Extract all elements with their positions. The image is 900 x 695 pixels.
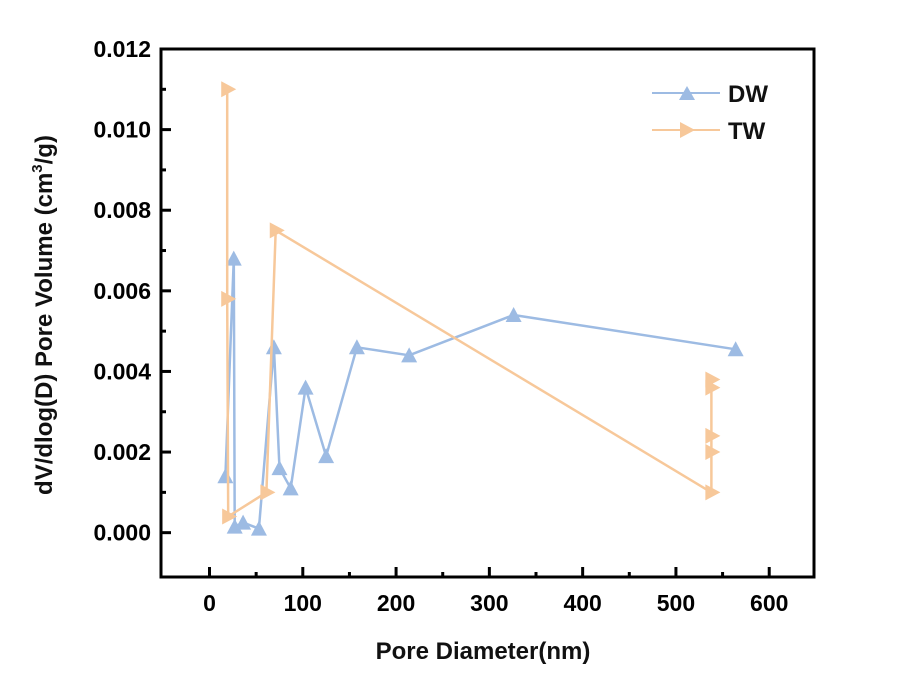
legend: DW TW <box>652 81 768 145</box>
y-axis-title-main: dV/dlog(D) Pore Volume (cm <box>31 173 58 495</box>
series-line-tw <box>225 89 713 518</box>
data-point-dw <box>225 250 242 266</box>
x-tick-label: 600 <box>750 590 788 616</box>
data-point-tw <box>269 222 285 239</box>
data-point-dw <box>235 514 252 530</box>
data-point-dw <box>401 347 418 363</box>
data-point-dw <box>282 480 299 496</box>
legend-marker-tw <box>680 122 695 138</box>
x-tick-label: 300 <box>470 590 508 616</box>
y-axis-title-sup: 3 <box>29 164 46 172</box>
data-point-tw <box>221 290 237 307</box>
y-tick-label: 0.012 <box>93 36 151 62</box>
data-point-tw <box>221 81 237 98</box>
data-point-dw <box>348 339 365 355</box>
data-point-dw <box>226 518 243 534</box>
data-point-dw <box>250 520 267 536</box>
data-point-tw <box>260 484 276 501</box>
data-point-tw <box>705 427 721 444</box>
x-tick-label: 100 <box>284 590 322 616</box>
x-tick-label: 500 <box>657 590 695 616</box>
data-point-dw <box>727 341 744 357</box>
data-point-tw <box>222 508 238 525</box>
data-point-tw <box>705 371 721 388</box>
x-tick-label: 400 <box>563 590 601 616</box>
y-tick-label: 0.008 <box>93 197 151 223</box>
data-point-dw <box>318 448 335 464</box>
legend-label-dw: DW <box>728 81 768 108</box>
y-tick-label: 0.010 <box>93 117 151 143</box>
data-point-dw <box>505 307 522 323</box>
y-tick-label: 0.006 <box>93 278 151 304</box>
data-point-dw <box>297 379 314 395</box>
ticks-layer: 0 100 200 300 400 500 600 0.000 0.002 0.004 0.006 0… <box>93 36 788 616</box>
series-layer <box>217 81 744 536</box>
x-tick-label: 0 <box>203 590 216 616</box>
x-axis-title: Pore Diameter(nm) <box>376 638 591 665</box>
plot-frame <box>159 47 816 579</box>
data-point-tw <box>705 444 721 461</box>
y-axis-title-end: /g) <box>31 135 58 164</box>
y-tick-label: 0.004 <box>93 358 151 384</box>
data-point-dw <box>265 339 282 355</box>
data-point-tw <box>705 484 721 501</box>
data-point-dw <box>217 468 234 484</box>
y-tick-label: 0.000 <box>93 520 151 546</box>
legend-marker-dw <box>679 86 695 100</box>
x-tick-label: 200 <box>377 590 415 616</box>
y-axis-title: dV/dlog(D) Pore Volume (cm3/g) <box>29 135 58 495</box>
data-point-dw <box>271 460 288 476</box>
legend-label-tw: TW <box>728 118 766 145</box>
y-tick-label: 0.002 <box>93 439 151 465</box>
